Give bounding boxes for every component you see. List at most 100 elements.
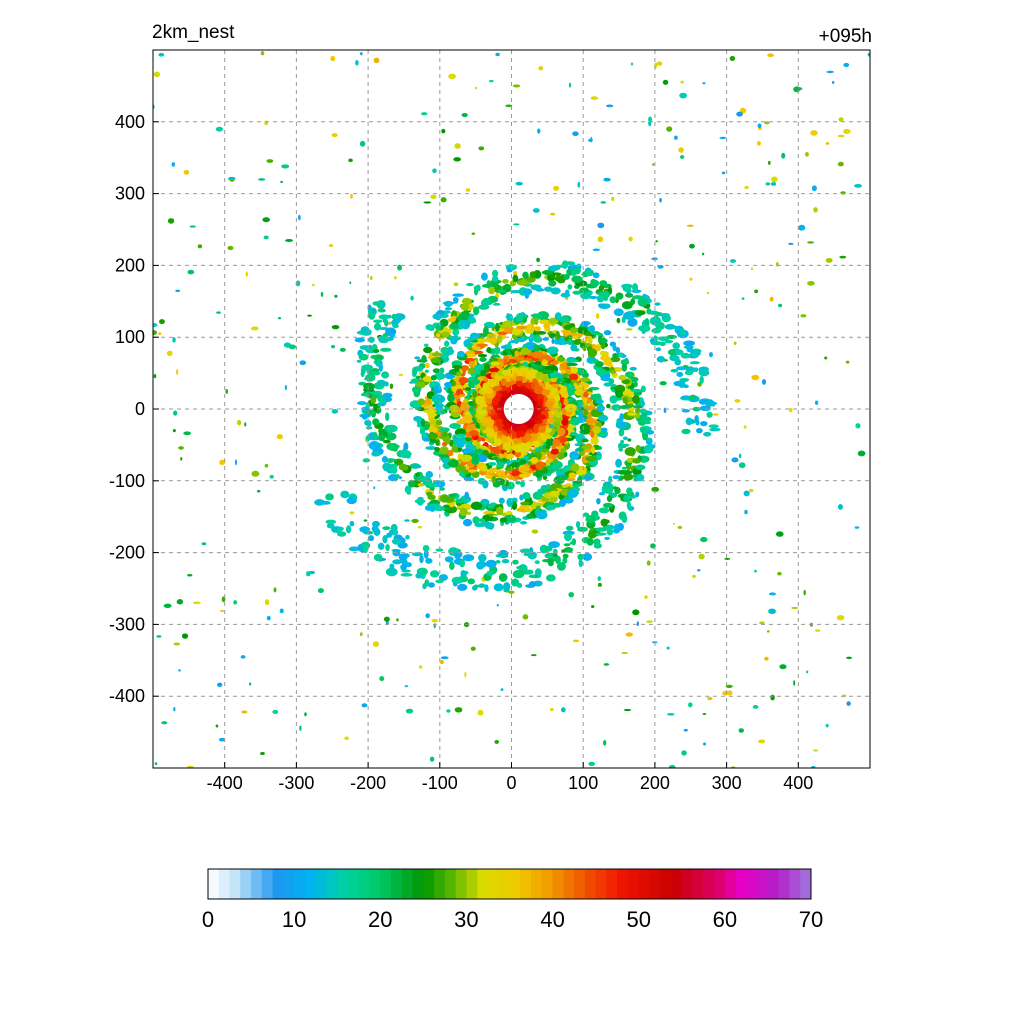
field-cell	[462, 554, 475, 562]
field-cell	[652, 163, 655, 166]
field-cell	[314, 499, 325, 506]
field-cell	[573, 347, 580, 352]
field-cell	[561, 373, 570, 378]
field-cell	[464, 387, 472, 391]
field-cell	[750, 267, 754, 270]
field-cell	[304, 712, 307, 717]
field-cell	[622, 284, 632, 293]
colorbar-swatch	[757, 869, 769, 899]
field-cell	[734, 399, 741, 403]
field-cell	[603, 382, 613, 387]
colorbar-swatch	[714, 869, 726, 899]
field-cell	[433, 372, 446, 380]
field-cell	[354, 337, 365, 343]
field-cell	[359, 140, 366, 147]
field-cell	[600, 201, 607, 204]
field-cell	[552, 553, 558, 558]
field-cell	[464, 671, 467, 678]
field-cell	[371, 525, 379, 533]
field-cell	[385, 567, 398, 577]
field-cell	[496, 461, 505, 468]
field-cell	[431, 352, 443, 357]
colorbar-swatch	[358, 869, 371, 899]
field-cell	[612, 344, 617, 352]
field-cell	[427, 483, 440, 488]
field-cell	[512, 274, 519, 283]
field-cell	[634, 310, 646, 316]
colorbar-swatch	[477, 869, 489, 899]
field-cell	[638, 409, 647, 414]
field-cell	[727, 690, 733, 696]
field-cell	[349, 511, 355, 515]
field-cell	[345, 525, 352, 534]
field-cell	[488, 513, 494, 517]
field-cell	[176, 599, 184, 605]
field-cell	[556, 378, 561, 385]
field-cell	[462, 415, 475, 424]
field-cell	[276, 434, 283, 440]
field-cell	[581, 438, 589, 443]
field-cell	[364, 419, 372, 426]
field-cell	[547, 557, 554, 567]
field-cell	[441, 457, 450, 464]
colorbar-swatch	[380, 869, 392, 899]
field-cell	[699, 405, 711, 411]
field-cell	[470, 501, 483, 511]
field-cell	[568, 591, 575, 598]
field-cell	[461, 113, 468, 118]
field-cell	[471, 456, 480, 465]
colorbar-swatch	[272, 869, 284, 899]
field-cell	[460, 454, 473, 462]
field-cell	[471, 471, 480, 478]
colorbar-swatch	[487, 869, 500, 899]
colorbar-swatch	[261, 869, 274, 899]
field-cell	[173, 410, 178, 416]
field-cell	[533, 336, 543, 343]
field-cell	[415, 375, 421, 380]
field-cell	[567, 338, 573, 346]
y-tick-label: -100	[109, 471, 145, 491]
field-cell	[535, 493, 541, 499]
colorbar-swatch	[520, 869, 532, 899]
field-cell	[365, 426, 373, 430]
colorbar-swatch	[789, 869, 801, 899]
field-cell	[154, 762, 158, 766]
field-cell	[288, 344, 297, 350]
field-cell	[533, 326, 542, 332]
field-cell	[159, 319, 165, 325]
field-cell	[711, 401, 716, 407]
field-cell	[153, 323, 158, 328]
field-cell	[501, 369, 510, 375]
colorbar-swatch	[208, 869, 220, 899]
field-cell	[501, 558, 510, 564]
field-cell	[442, 431, 448, 438]
field-cell	[570, 417, 581, 426]
field-cell	[612, 475, 621, 480]
field-cell	[610, 356, 621, 363]
field-cell	[721, 171, 726, 175]
field-cell	[237, 419, 242, 426]
field-cell	[781, 152, 786, 159]
field-cell	[372, 418, 380, 426]
field-cell	[263, 235, 269, 240]
field-cell	[684, 340, 696, 347]
field-cell	[346, 497, 357, 505]
colorbar-swatch	[746, 869, 758, 899]
field-cell	[640, 427, 648, 434]
field-cell	[525, 569, 534, 575]
field-cell	[435, 410, 446, 415]
field-cell	[513, 385, 520, 394]
field-cell	[515, 312, 524, 322]
field-cell	[481, 283, 493, 288]
field-cell	[183, 431, 192, 436]
field-cell	[857, 450, 866, 457]
field-cell	[489, 336, 498, 345]
field-cell	[696, 569, 701, 572]
field-cell	[683, 728, 688, 732]
field-cell	[528, 574, 540, 579]
field-cell	[581, 445, 592, 450]
field-cell	[467, 469, 477, 473]
colorbar-swatch	[681, 869, 694, 899]
field-cell	[768, 608, 776, 615]
colorbar-swatch	[283, 869, 295, 899]
